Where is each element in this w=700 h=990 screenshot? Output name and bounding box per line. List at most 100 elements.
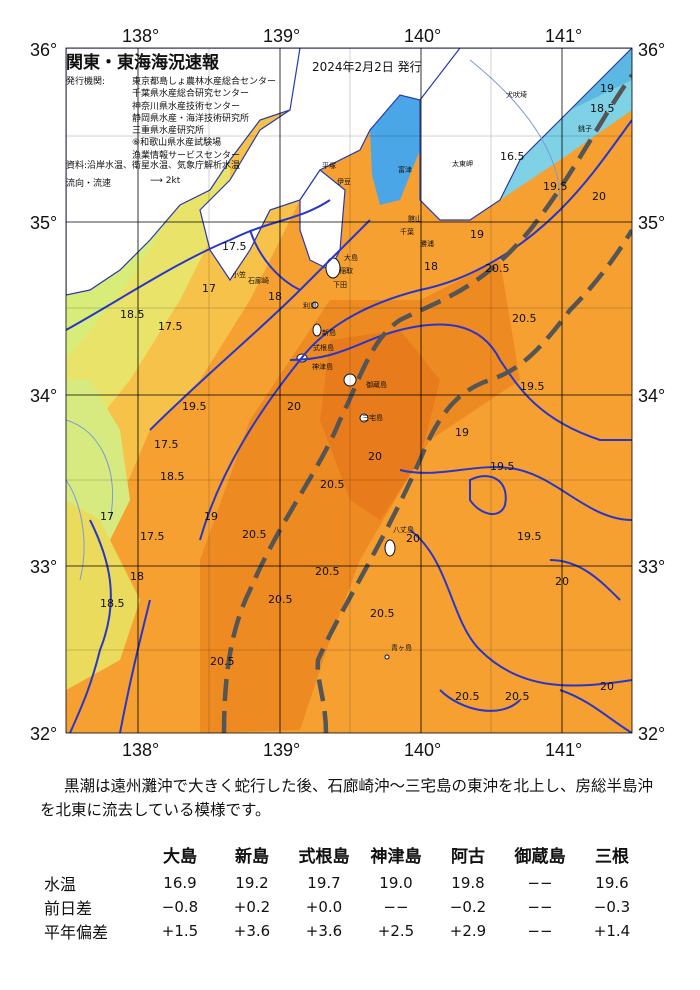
lat-tick-left-36: 36° (30, 40, 58, 60)
issuer-item: 神奈川県水産技術センター (132, 101, 241, 112)
table-cell: +0.0 (305, 898, 343, 916)
table-cell: +3.6 (233, 922, 271, 940)
column-header: 御蔵島 (514, 847, 566, 867)
isotherm-label: 16.5 (500, 150, 525, 163)
table-cell: +2.9 (449, 922, 487, 940)
isotherm-label: 18 (130, 570, 144, 583)
isotherm-label: 18 (424, 260, 438, 273)
isotherm-label: 20.5 (455, 690, 480, 703)
sea-temperature-map: 19 18.5 16.5 17.5 17 18 19.5 20 20.5 19 18 17.5 18.5… (65, 47, 633, 734)
table-cell: 19.7 (307, 874, 341, 892)
place-name: 神津島 (312, 362, 333, 371)
table-row: 水温 16.9 19.2 19.7 19.0 19.8 −− 19.6 (44, 871, 648, 895)
issue-date: 2024年2月2日 発行 (312, 60, 422, 74)
place-name: 八丈島 (393, 525, 414, 534)
isotherm-label: 18.5 (100, 597, 125, 610)
flow-scale-value: 2kt (165, 176, 181, 186)
table-cell: +0.2 (233, 898, 271, 916)
table-cell: +1.5 (161, 922, 199, 940)
lat-tick-left-34: 34° (30, 386, 58, 406)
isotherm-label: 19 (600, 82, 614, 95)
table-cell: −− (527, 898, 553, 916)
row-label: 前日差 (44, 899, 93, 918)
place-name: 利島 (303, 301, 317, 310)
lat-tick-right-33: 33° (638, 557, 666, 577)
place-name: 御蔵島 (366, 380, 387, 389)
isotherm-label: 20.5 (505, 690, 530, 703)
isotherm-label: 19.5 (520, 380, 545, 393)
lat-tick-left-35: 35° (30, 213, 58, 233)
lat-tick-right-36: 36° (638, 40, 666, 60)
lat-tick-right-34: 34° (638, 386, 666, 406)
table-cell: −0.3 (593, 898, 631, 916)
map-title: 関東・東海海況速報 (66, 53, 219, 73)
place-name: 大島 (344, 253, 358, 262)
lat-tick-left-32: 32° (30, 724, 58, 744)
issuer-item: 漁業情報サービスセンター (132, 150, 241, 161)
isotherm-label: 18.5 (160, 470, 185, 483)
isotherm-label: 18 (268, 290, 282, 303)
isotherm-label: 19 (204, 510, 218, 523)
place-name: 小笠 (232, 270, 246, 279)
table-cell: −− (527, 922, 553, 940)
flow-arrow-icon: ⟶ (150, 176, 163, 186)
table-cell: 19.0 (379, 874, 413, 892)
issuer-item: 東京都島しょ農林水産総合センター (132, 77, 277, 87)
place-name: 勝浦 (420, 239, 434, 248)
flow-legend-scale: ⟶ 2kt (150, 176, 180, 186)
place-name: 青ヶ島 (391, 643, 412, 652)
isotherm-label: 20.5 (485, 262, 510, 275)
place-name: 式根島 (313, 343, 334, 352)
isotherm-label: 19 (470, 228, 484, 241)
isotherm-label: 20.5 (315, 565, 340, 578)
place-name: 平塚 (322, 161, 336, 170)
row-label: 平年偏差 (44, 923, 109, 942)
place-name: 三宅島 (362, 413, 383, 422)
isotherm-label: 17.5 (140, 530, 165, 543)
place-name: 館山 (408, 214, 422, 223)
isotherm-label: 20.5 (320, 478, 345, 491)
table-cell: −− (527, 874, 553, 892)
table-header-row: 大島 新島 式根島 神津島 阿古 御蔵島 三根 (44, 842, 648, 871)
column-header: 新島 (235, 847, 269, 867)
table-cell: −0.2 (449, 898, 487, 916)
place-name: 新島 (322, 328, 336, 337)
table-row: 前日差 −0.8 +0.2 +0.0 −− −0.2 −− −0.3 (44, 895, 648, 919)
issuer-item: 静岡県水産・海洋技術研究所 (132, 113, 250, 124)
isotherm-label: 17.5 (222, 240, 247, 253)
observation-table: 大島 新島 式根島 神津島 阿古 御蔵島 三根 水温 16.9 19.2 19.… (44, 842, 648, 943)
column-header: 三根 (595, 847, 629, 867)
lat-tick-right-35: 35° (638, 213, 666, 233)
isotherm-label: 20.5 (242, 528, 267, 541)
issuer-label: 発行機関: (66, 77, 106, 87)
table-corner (44, 842, 144, 871)
table-cell: 19.8 (451, 874, 485, 892)
table-cell: −0.8 (161, 898, 199, 916)
lon-tick-bottom-139: 139° (263, 740, 301, 760)
place-name: 稲取 (339, 266, 353, 275)
isotherm-label: 20.5 (268, 593, 293, 606)
table-cell: 16.9 (163, 874, 197, 892)
isotherm-label: 20 (555, 575, 569, 588)
isotherm-label: 19.5 (182, 400, 207, 413)
place-name: 石廊崎 (248, 276, 269, 285)
column-header: 神津島 (370, 847, 422, 867)
column-header: 阿古 (451, 847, 485, 867)
lat-tick-right-32: 32° (638, 724, 666, 744)
table-cell: +1.4 (593, 922, 631, 940)
table-cell: +3.6 (305, 922, 343, 940)
lon-tick-bottom-138: 138° (122, 740, 160, 760)
table-cell: 19.6 (595, 874, 629, 892)
data-sources: 資料:沿岸水温、衛星水温、気象庁解析水温 (66, 161, 241, 171)
row-label: 水温 (44, 875, 77, 894)
isotherm-label: 17 (202, 282, 216, 295)
place-name: 伊豆 (337, 177, 351, 186)
place-name: 銚子 (578, 124, 592, 133)
isotherm-label: 17.5 (154, 438, 179, 451)
column-header: 大島 (163, 847, 197, 867)
column-header: 式根島 (298, 847, 350, 867)
place-name: 千葉 (400, 227, 414, 236)
isotherm-label: 20 (592, 190, 606, 203)
isotherm-label: 20.5 (210, 655, 235, 668)
issuer-list: 発行機関: 東京都島しょ農林水産総合センター 千葉県水産総合研究センター 神奈川県… (66, 76, 276, 162)
